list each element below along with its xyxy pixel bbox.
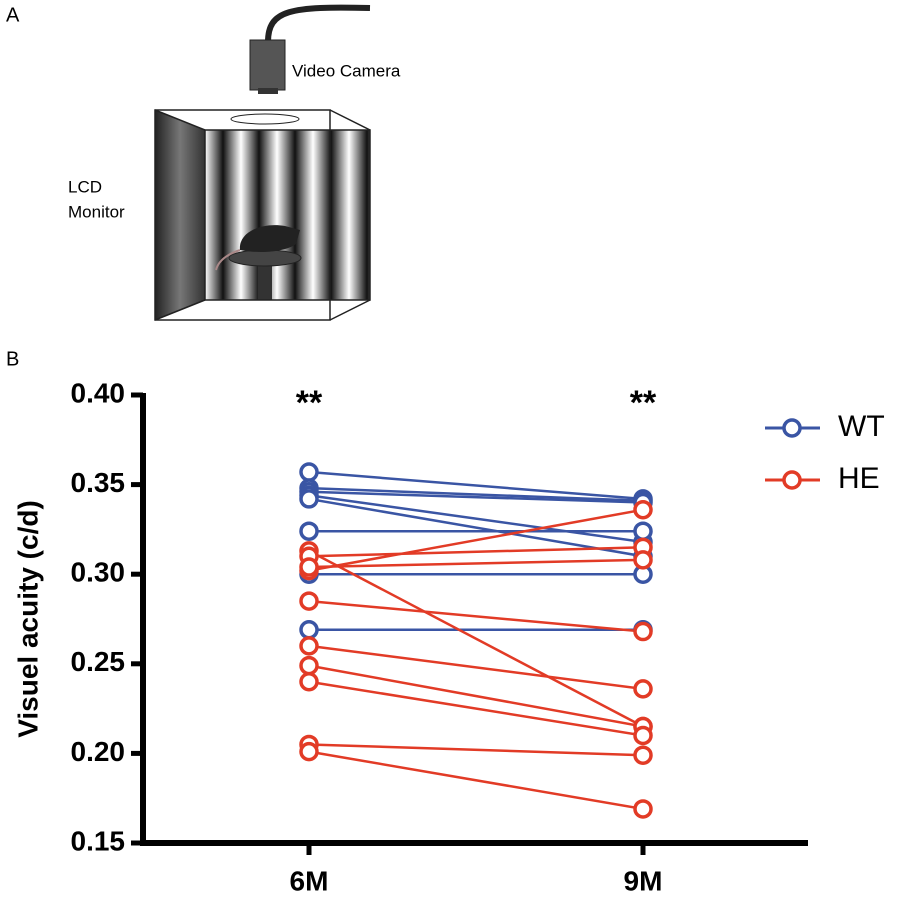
data-point (633, 679, 653, 699)
subject-line (308, 508, 644, 572)
significance: ** (630, 384, 657, 422)
legend-marker (782, 418, 802, 438)
data-point (633, 521, 653, 541)
chart: B Visuel acuity (c/d) 0.15 0.20 0.25 0.30 0.… (6, 348, 885, 896)
camera-label: Video Camera (292, 61, 401, 80)
panel-label: B (6, 348, 19, 370)
side-monitor (155, 110, 205, 320)
data-point (299, 521, 319, 541)
data-point (633, 550, 653, 570)
data-point (299, 489, 319, 509)
data-point (299, 620, 319, 640)
legend-marker (782, 470, 802, 490)
camera-cable (265, 4, 371, 43)
subject-line (308, 558, 644, 569)
significance: ** (296, 384, 323, 422)
data-point (299, 462, 319, 482)
data-point (633, 799, 653, 819)
subject-line (308, 546, 644, 558)
data-point (299, 671, 319, 692)
data-point (633, 725, 653, 746)
platform (228, 249, 302, 267)
legend-label: HE (838, 462, 880, 495)
subject-line (308, 750, 644, 811)
mouse (239, 225, 300, 252)
data-point (299, 655, 319, 676)
subject-line (308, 490, 644, 504)
y-tick-label: 0.35 (71, 467, 126, 498)
subject-line (308, 664, 644, 728)
mouse-tail (215, 249, 241, 271)
subject-line (308, 494, 644, 544)
subject-line (308, 486, 644, 502)
stripe-screen (205, 130, 370, 300)
camera (249, 39, 286, 91)
y-tick-label: 0.15 (71, 825, 126, 856)
platform-post (258, 262, 272, 300)
apparatus-diagram: A Video Camera LCD Monitor (6, 4, 401, 321)
data-point (299, 591, 319, 611)
subject-line (308, 743, 644, 757)
data-point (633, 745, 653, 765)
y-tick-label: 0.20 (71, 736, 126, 767)
legend-label: WT (838, 410, 885, 443)
y-axis-label: Visuel acuity (c/d) (12, 500, 43, 738)
camera-view (230, 113, 300, 125)
y-tick-label: 0.40 (71, 377, 126, 408)
subject-line (308, 497, 644, 558)
subject-line (308, 470, 644, 501)
camera-lens (258, 88, 278, 94)
x-tick-label: 9M (624, 865, 663, 896)
data-point (633, 621, 653, 642)
subject-line (308, 599, 644, 633)
y-tick-label: 0.25 (71, 646, 126, 677)
panel-label: A (6, 4, 20, 26)
subject-line (308, 549, 644, 728)
data-point (633, 499, 653, 520)
box-edges (154, 109, 371, 321)
monitor-label: LCD (68, 177, 102, 196)
data-point (299, 636, 319, 656)
x-tick-label: 6M (290, 865, 329, 896)
subject-line (308, 644, 644, 691)
subject-line (308, 680, 644, 737)
data-point (299, 741, 319, 762)
y-tick-label: 0.30 (71, 557, 126, 588)
monitor-label: Monitor (68, 202, 125, 221)
data-point (299, 557, 319, 577)
